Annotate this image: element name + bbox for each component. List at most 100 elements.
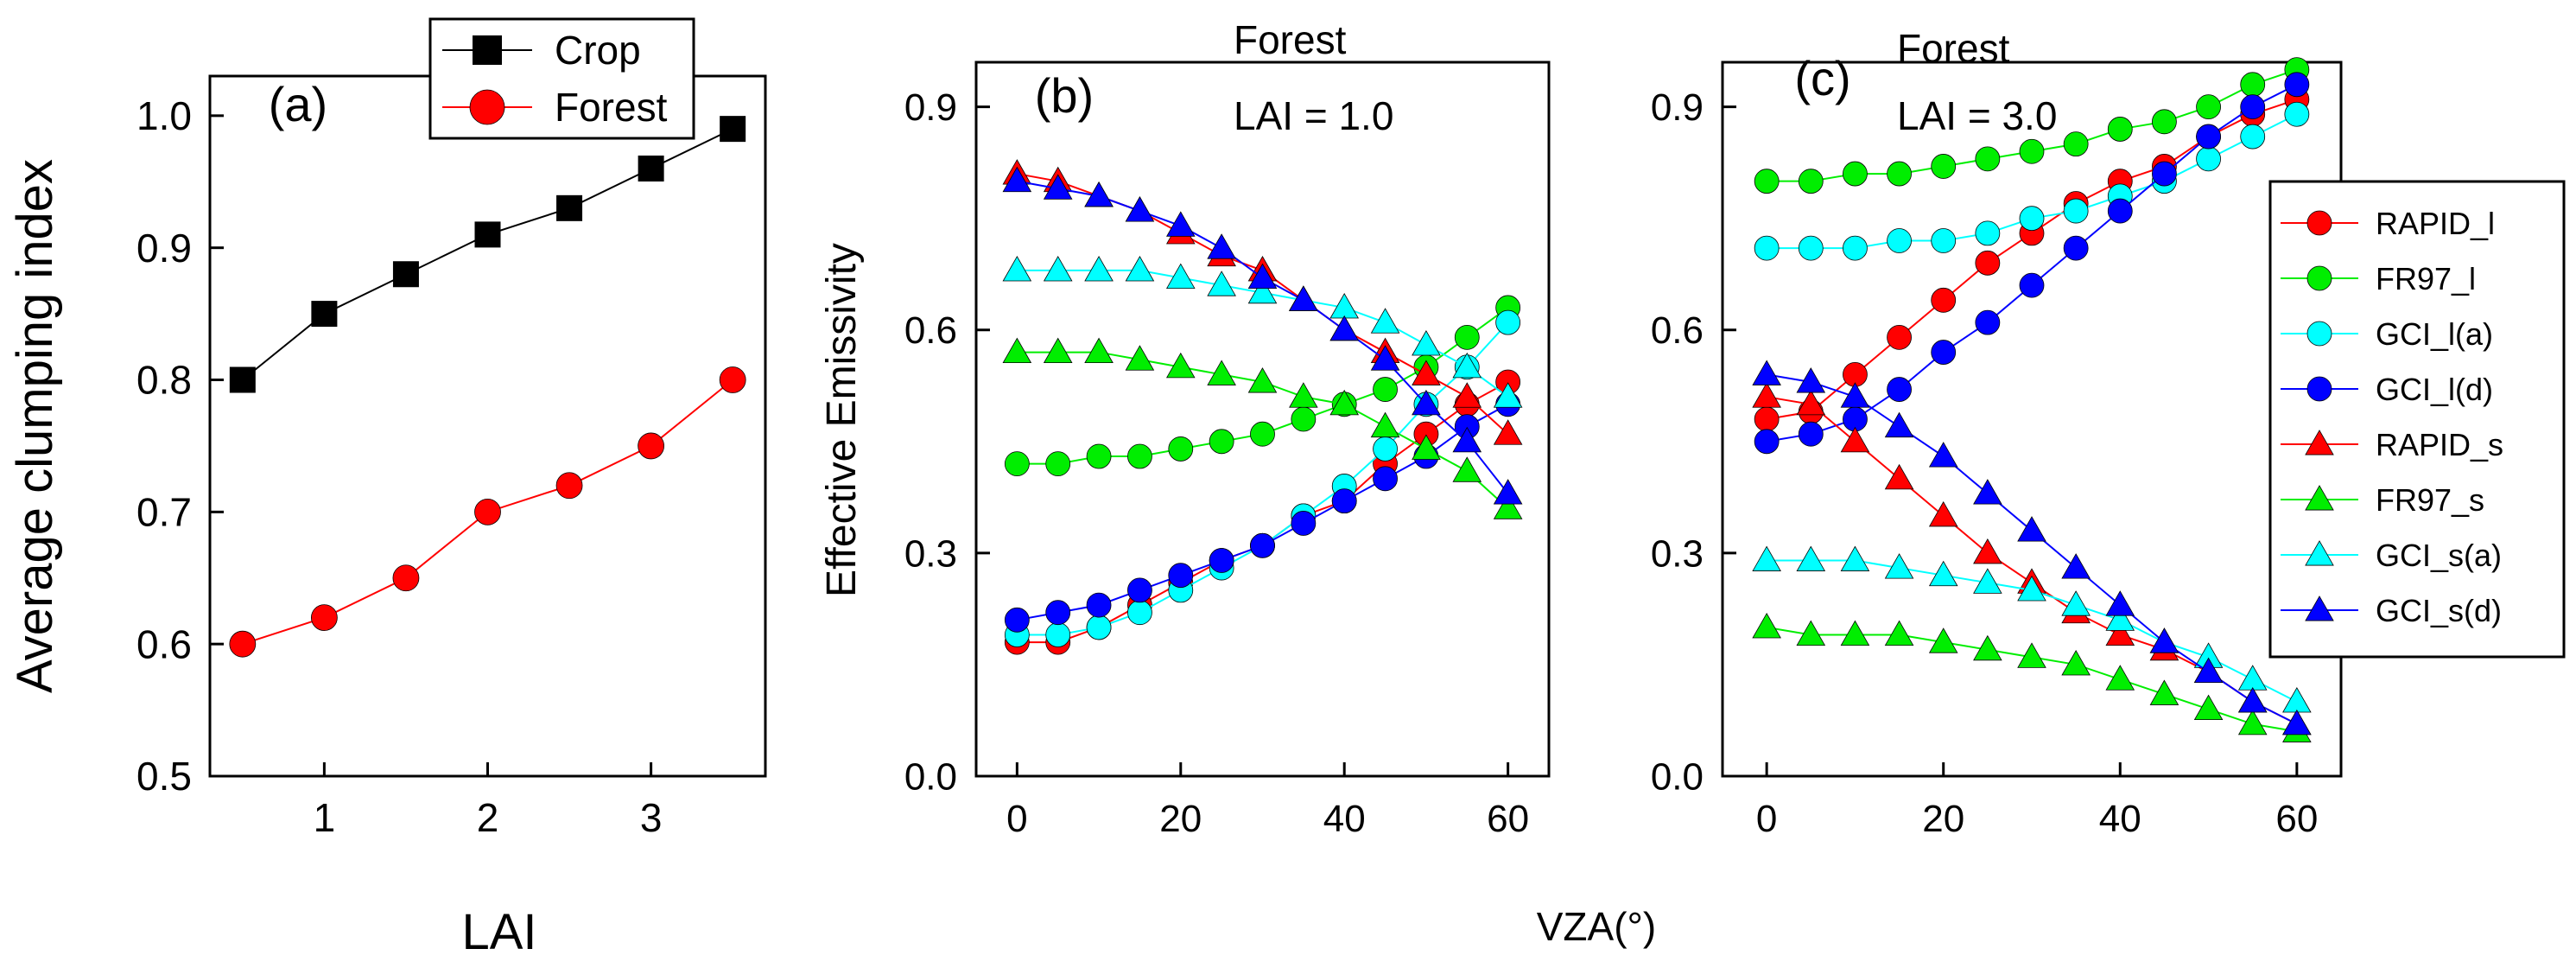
data-point-gci-s-a <box>1840 545 1870 571</box>
y-tick-label: 0.5 <box>136 754 192 799</box>
data-point-gci-s-a <box>1412 330 1441 356</box>
panel-c-annotation-line-1: Forest <box>1897 26 2010 71</box>
data-point-fr97-s <box>1973 634 2002 661</box>
data-point-gci-l-a <box>1086 615 1112 640</box>
panel-b-label: (b) <box>1035 68 1094 123</box>
legend-marker-gci-s-a <box>2305 540 2334 566</box>
data-point-gci-s-d <box>1884 411 1914 438</box>
legend-label: RAPID_s <box>2376 427 2503 462</box>
panel-b-series <box>1002 159 1523 655</box>
data-point-rapid-s <box>1412 360 1441 385</box>
series-rapid-l <box>1004 369 1521 655</box>
data-point-fr97-s <box>1125 345 1155 371</box>
data-point-gci-l-d <box>1209 548 1234 573</box>
data-point-gci-l-a <box>1798 235 1824 261</box>
legend-label: FR97_l <box>2376 261 2476 296</box>
series-gci-l-a <box>1004 309 1521 647</box>
x-tick-label: 3 <box>640 795 663 840</box>
data-point-gci-s-a <box>2017 575 2046 602</box>
panel-a-axis-ticks: 1 2 3 0.5 0.6 0.7 0.8 0.9 1.0 <box>136 93 662 840</box>
data-point-fr97-s <box>1207 360 1236 385</box>
panel-b-annotation-line-1: Forest <box>1234 17 1347 62</box>
data-point-gci-l-a <box>1887 228 1912 253</box>
data-point-fr97-s <box>1412 434 1441 460</box>
data-point-fr97-s <box>1884 620 1914 646</box>
panel-a-ylabel: Average clumping index <box>7 159 63 693</box>
data-point-gci-l-d <box>1373 466 1398 492</box>
panel-a-clumping-index: 1 2 3 0.5 0.6 0.7 0.8 0.9 1.0 (a) Average clumpi… <box>7 17 767 960</box>
data-point-gci-l-d <box>1798 421 1824 447</box>
data-point-crop <box>556 194 583 221</box>
data-point-gci-s-a <box>2061 590 2091 616</box>
data-point-gci-l-d <box>1754 429 1780 455</box>
data-point-gci-l-d <box>2240 94 2266 120</box>
x-tick-label: 0 <box>1756 798 1777 840</box>
data-point-rapid-l <box>1754 406 1780 432</box>
panel-a-xlabel: LAI <box>461 904 536 960</box>
data-point-gci-l-d <box>1331 488 1357 514</box>
legend-entry-gci-l-d: GCI_l(d) <box>2281 372 2493 407</box>
series-fr97-l <box>1754 57 2310 194</box>
data-point-forest <box>474 498 501 525</box>
data-point-gci-s-d <box>2193 657 2224 684</box>
data-point-gci-s-d <box>1370 345 1400 371</box>
legend-entry-fr97-s: FR97_s <box>2281 482 2484 518</box>
data-point-gci-l-d <box>2063 235 2089 261</box>
data-point-gci-s-d <box>2149 627 2179 653</box>
data-point-gci-l-a <box>1495 309 1521 335</box>
legend-entry-gci-s-a: GCI_s(a) <box>2281 538 2502 573</box>
data-point-forest <box>310 604 338 632</box>
data-point-gci-s-d <box>1796 367 1826 393</box>
data-point-crop <box>311 301 338 328</box>
data-point-gci-l-d <box>1127 577 1152 603</box>
data-point-rapid-l <box>1887 324 1912 350</box>
legend-marker-rapid-l <box>2306 210 2332 236</box>
data-point-rapid-s <box>2105 620 2135 646</box>
data-point-fr97-l <box>1754 169 1780 194</box>
legend-marker-gci-s-d <box>2305 595 2334 621</box>
data-point-gci-l-a <box>2019 206 2045 232</box>
data-point-gci-s-d <box>1329 315 1360 341</box>
series-crop <box>229 116 746 393</box>
panel-c-label: (c) <box>1794 51 1850 105</box>
data-point-rapid-s <box>1884 463 1914 490</box>
panel-a-frame <box>208 74 767 778</box>
data-point-fr97-s <box>1452 456 1482 482</box>
data-point-fr97-s <box>1002 337 1032 364</box>
data-point-gci-s-d <box>1412 389 1441 416</box>
data-point-gci-s-a <box>1247 277 1278 304</box>
data-point-fr97-s <box>2105 665 2135 691</box>
legend-entry-forest: Forest <box>442 85 668 130</box>
data-point-gci-s-d <box>1043 174 1073 200</box>
panel-a-legend: Crop Forest <box>428 17 695 140</box>
x-tick-label: 2 <box>477 795 499 840</box>
data-point-fr97-s <box>2193 694 2224 721</box>
x-tick-label: 60 <box>2275 798 2318 840</box>
data-point-gci-l-d <box>1931 340 1957 365</box>
data-point-rapid-s <box>1493 419 1523 445</box>
y-tick-label: 0.7 <box>136 489 192 534</box>
series-fr97-s <box>1752 613 2312 742</box>
data-point-forest <box>229 630 257 658</box>
data-point-gci-s-d <box>1452 426 1482 453</box>
y-tick-label: 0.6 <box>1651 309 1704 352</box>
data-point-fr97-l <box>2019 138 2045 164</box>
data-point-fr97-l <box>1454 324 1480 350</box>
data-point-gci-s-a <box>1043 256 1073 282</box>
data-point-gci-l-d <box>2152 161 2177 187</box>
data-point-fr97-l <box>1127 443 1152 469</box>
legend-entry-crop: Crop <box>442 28 641 73</box>
data-point-gci-s-d <box>1973 479 2002 505</box>
data-point-fr97-l <box>2240 72 2266 98</box>
data-point-fr97-s <box>2061 650 2091 676</box>
panel-c-legend-box <box>2268 180 2566 659</box>
data-point-fr97-s <box>2149 679 2179 705</box>
data-point-gci-s-a <box>1752 545 1781 571</box>
legend-label: Forest <box>555 85 668 130</box>
legend-entry-gci-l-a: GCI_l(a) <box>2281 316 2493 352</box>
data-point-fr97-l <box>1798 169 1824 194</box>
data-point-fr97-l <box>1291 406 1317 432</box>
data-point-gci-l-a <box>1045 622 1071 647</box>
y-tick-label: 0.8 <box>136 358 192 403</box>
data-point-gci-s-a <box>1452 352 1482 379</box>
